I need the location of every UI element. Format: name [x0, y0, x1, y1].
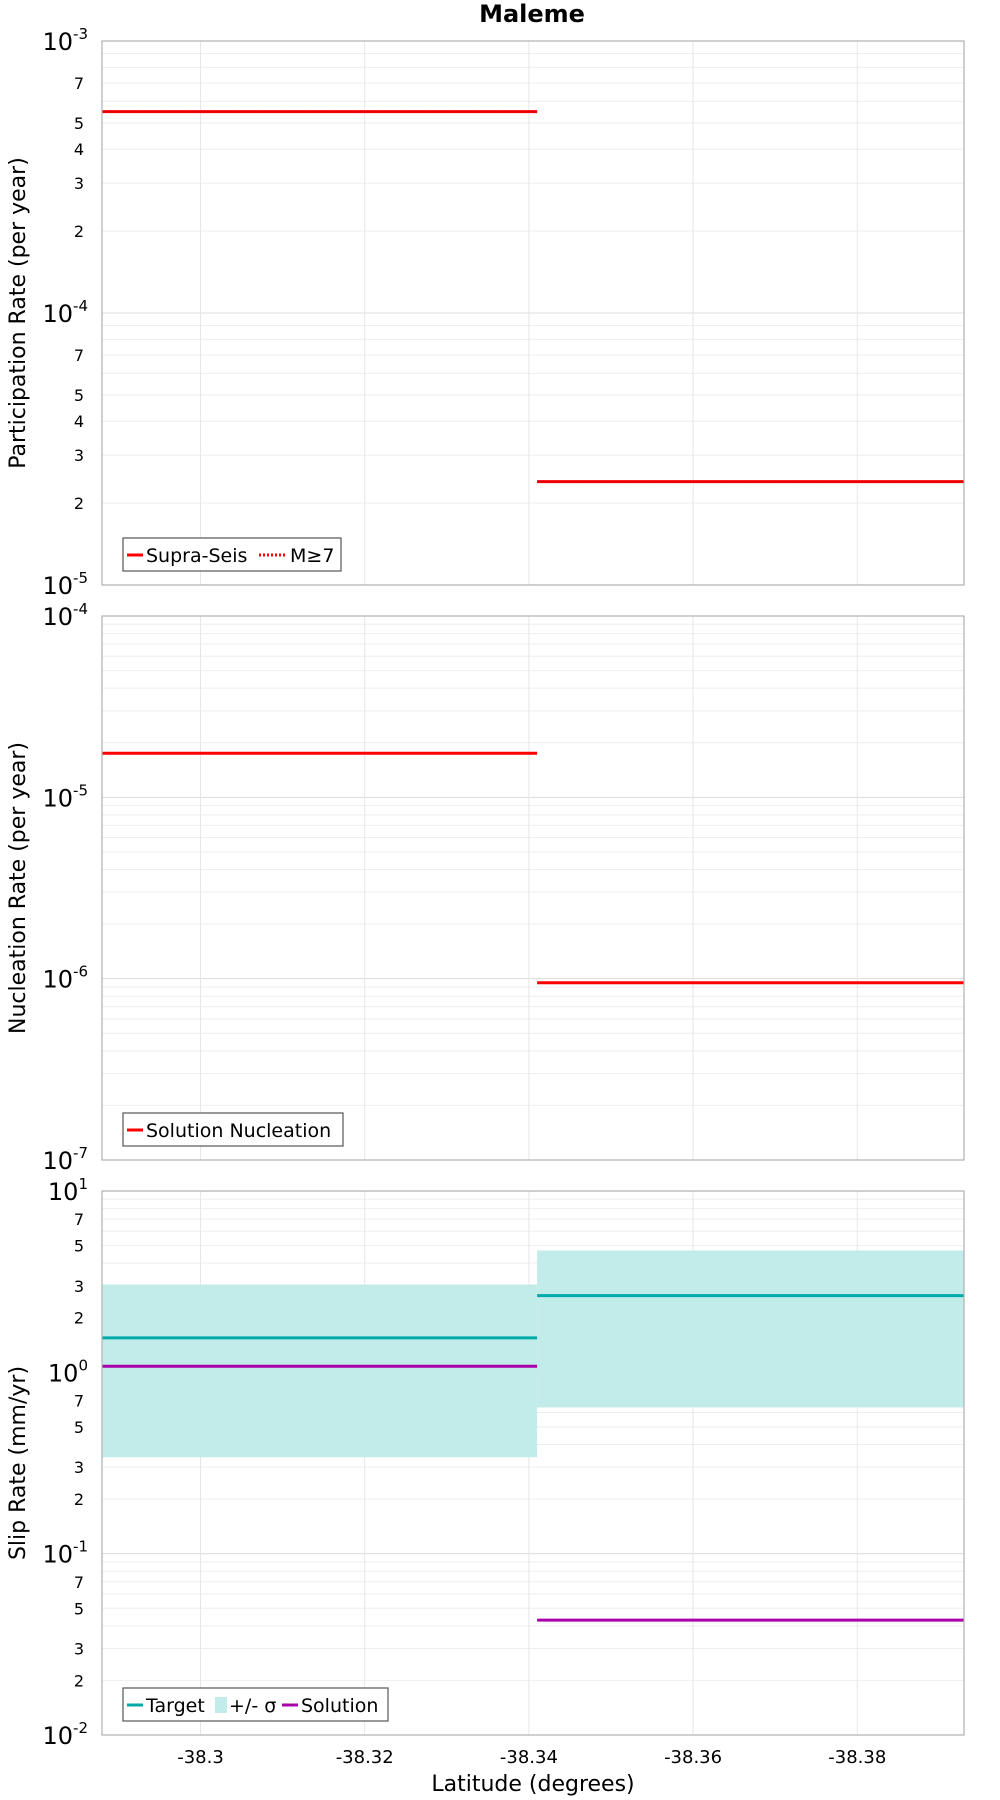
y-minor-tick-label: 2 [74, 1309, 84, 1328]
y-tick-label: 10-5 [42, 569, 88, 600]
-band [102, 1284, 538, 1458]
legend-label-target: Target [145, 1695, 205, 1717]
y-minor-tick-label: 5 [74, 1599, 84, 1618]
nucleation-plot-frame [101, 615, 965, 1161]
participation-y-axis-label: Participation Rate (per year) [6, 157, 31, 469]
slip-rate-y-ticks: 101 100 10-1 10-2 7 5 3 2 7 5 3 2 7 5 3 2 [42, 1175, 88, 1750]
legend-box [122, 537, 342, 572]
x-axis-ticks: -38.3 -38.32 -38.34 -38.36 -38.38 [177, 1747, 886, 1768]
y-minor-tick-label: 7 [74, 346, 84, 365]
legend-label-solution: Solution [301, 1695, 378, 1717]
slip-rate-plot-frame [101, 1190, 965, 1736]
y-tick-label: 10-4 [42, 297, 88, 328]
legend-label-m7: M≥7 [290, 545, 334, 567]
y-tick-label: 10-1 [42, 1538, 88, 1569]
nucleation-series [102, 751, 964, 985]
y-minor-tick-label: 2 [74, 222, 84, 241]
slip-rate-y-axis-label: Slip Rate (mm/yr) [6, 1366, 31, 1560]
participation-legend: Supra-Seis M≥7 [122, 537, 342, 572]
x-tick-label: -38.38 [828, 1747, 886, 1768]
participation-grid [102, 40, 964, 586]
legend-label-sigma: +/- σ [229, 1695, 276, 1717]
x-tick-label: -38.36 [664, 1747, 722, 1768]
y-minor-tick-label: 3 [74, 174, 84, 193]
-band [537, 1250, 964, 1408]
legend-swatch-sigma [215, 1697, 227, 1713]
legend-box [122, 1112, 344, 1147]
y-minor-tick-label: 4 [74, 412, 84, 431]
legend-box [122, 1687, 389, 1722]
y-minor-tick-label: 4 [74, 140, 84, 159]
y-minor-tick-label: 3 [74, 1458, 84, 1477]
y-tick-label: 10-5 [42, 781, 88, 812]
y-tick-label: 10-3 [42, 25, 88, 56]
nucleation-panel: 10-4 10-5 10-6 10-7 Nucleation Rate (per ye… [6, 600, 965, 1175]
x-axis-label: Latitude (degrees) [431, 1772, 634, 1797]
y-minor-tick-label: 5 [74, 1237, 84, 1256]
x-tick-label: -38.32 [336, 1747, 394, 1768]
y-minor-tick-label: 3 [74, 1277, 84, 1296]
x-tick-label: -38.3 [177, 1747, 224, 1768]
slip-rate-panel: 101 100 10-1 10-2 7 5 3 2 7 5 3 2 7 5 3 2 Slip Rate (mm… [6, 1175, 965, 1750]
y-minor-tick-label: 7 [74, 1573, 84, 1592]
legend-label-supra-seis: Supra-Seis [146, 545, 247, 567]
y-minor-tick-label: 2 [74, 1671, 84, 1690]
y-minor-tick-label: 5 [74, 114, 84, 133]
chart-title: Maleme [479, 0, 585, 28]
participation-panel: 10-3 10-4 10-5 7 5 4 3 2 7 5 4 3 2 Participation Rat… [6, 25, 965, 600]
x-tick-label: -38.34 [500, 1747, 558, 1768]
nucleation-y-ticks: 10-4 10-5 10-6 10-7 [42, 600, 88, 1175]
y-minor-tick-label: 2 [74, 1490, 84, 1509]
y-tick-label: 100 [48, 1356, 88, 1387]
y-minor-tick-label: 3 [74, 446, 84, 465]
slip-rate-legend: Target +/- σ Solution [122, 1687, 389, 1722]
y-tick-label: 101 [48, 1175, 88, 1206]
y-minor-tick-label: 2 [74, 494, 84, 513]
nucleation-grid [102, 615, 964, 1161]
y-minor-tick-label: 3 [74, 1639, 84, 1658]
y-tick-label: 10-6 [42, 963, 88, 994]
y-minor-tick-label: 7 [74, 74, 84, 93]
nucleation-legend: Solution Nucleation [122, 1112, 344, 1147]
participation-plot-frame [101, 40, 965, 586]
y-minor-tick-label: 5 [74, 1418, 84, 1437]
participation-series [102, 110, 964, 484]
y-tick-label: 10-2 [42, 1719, 88, 1750]
y-minor-tick-label: 5 [74, 386, 84, 405]
y-tick-label: 10-7 [42, 1144, 88, 1175]
y-tick-label: 10-4 [42, 600, 88, 631]
slip-rate-series [102, 1250, 964, 1622]
y-minor-tick-label: 7 [74, 1210, 84, 1229]
participation-y-ticks: 10-3 10-4 10-5 7 5 4 3 2 7 5 4 3 2 [42, 25, 88, 600]
y-minor-tick-label: 7 [74, 1391, 84, 1410]
legend-label-solution-nucleation: Solution Nucleation [146, 1120, 331, 1142]
nucleation-y-axis-label: Nucleation Rate (per year) [6, 742, 31, 1034]
